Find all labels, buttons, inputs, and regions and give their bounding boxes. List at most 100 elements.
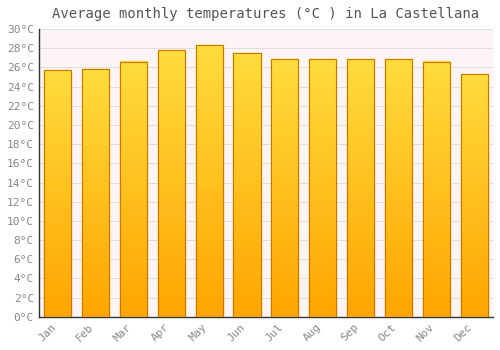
Bar: [234, 180, 260, 185]
Bar: [271, 131, 298, 136]
Bar: [309, 105, 336, 110]
Bar: [44, 252, 72, 258]
Bar: [422, 215, 450, 220]
Bar: [44, 149, 72, 154]
Bar: [196, 251, 223, 257]
Bar: [158, 98, 185, 104]
Bar: [385, 64, 412, 69]
Bar: [82, 252, 109, 257]
Bar: [309, 152, 336, 157]
Bar: [234, 232, 260, 238]
Bar: [120, 118, 147, 123]
Bar: [234, 53, 260, 317]
Bar: [422, 240, 450, 245]
Bar: [120, 230, 147, 235]
Bar: [385, 218, 412, 224]
Bar: [347, 270, 374, 275]
Bar: [196, 46, 223, 317]
Bar: [196, 170, 223, 176]
Bar: [385, 152, 412, 157]
Bar: [309, 100, 336, 105]
Bar: [422, 77, 450, 82]
Bar: [158, 183, 185, 189]
Bar: [271, 84, 298, 90]
Bar: [196, 257, 223, 262]
Bar: [347, 214, 374, 219]
Bar: [82, 247, 109, 252]
Bar: [196, 116, 223, 121]
Bar: [234, 290, 260, 296]
Bar: [82, 148, 109, 154]
Bar: [347, 136, 374, 141]
Bar: [460, 205, 488, 210]
Bar: [234, 190, 260, 195]
Bar: [158, 82, 185, 88]
Bar: [234, 53, 260, 58]
Bar: [44, 302, 72, 307]
Bar: [347, 301, 374, 307]
Bar: [196, 56, 223, 62]
Bar: [385, 182, 412, 188]
Bar: [120, 194, 147, 200]
Bar: [460, 171, 488, 176]
Bar: [158, 119, 185, 125]
Bar: [422, 184, 450, 189]
Bar: [271, 157, 298, 162]
Bar: [234, 132, 260, 138]
Bar: [82, 218, 109, 223]
Bar: [385, 301, 412, 307]
Bar: [82, 287, 109, 292]
Bar: [422, 138, 450, 143]
Bar: [120, 159, 147, 164]
Bar: [234, 174, 260, 180]
Bar: [271, 250, 298, 255]
Bar: [44, 183, 72, 189]
Bar: [460, 103, 488, 108]
Bar: [158, 114, 185, 119]
Bar: [82, 267, 109, 272]
Bar: [309, 146, 336, 152]
Bar: [82, 193, 109, 198]
Bar: [234, 137, 260, 143]
Bar: [234, 312, 260, 317]
Bar: [460, 113, 488, 118]
Bar: [158, 141, 185, 146]
Bar: [271, 291, 298, 296]
Bar: [82, 302, 109, 307]
Bar: [309, 120, 336, 126]
Bar: [196, 235, 223, 241]
Bar: [120, 92, 147, 97]
Bar: [234, 306, 260, 312]
Bar: [234, 79, 260, 85]
Bar: [271, 110, 298, 116]
Bar: [196, 219, 223, 224]
Bar: [422, 250, 450, 256]
Bar: [347, 280, 374, 286]
Bar: [271, 218, 298, 224]
Bar: [44, 307, 72, 312]
Bar: [234, 148, 260, 153]
Bar: [44, 282, 72, 287]
Bar: [196, 110, 223, 116]
Bar: [271, 255, 298, 260]
Bar: [196, 89, 223, 94]
Bar: [422, 107, 450, 113]
Bar: [44, 80, 72, 85]
Bar: [460, 224, 488, 230]
Bar: [460, 122, 488, 127]
Bar: [196, 197, 223, 203]
Bar: [271, 188, 298, 193]
Bar: [422, 102, 450, 107]
Bar: [82, 297, 109, 302]
Bar: [422, 112, 450, 118]
Bar: [44, 228, 72, 233]
Bar: [460, 74, 488, 79]
Bar: [196, 143, 223, 148]
Bar: [196, 214, 223, 219]
Bar: [460, 190, 488, 195]
Bar: [309, 265, 336, 270]
Bar: [385, 59, 412, 317]
Bar: [460, 253, 488, 259]
Bar: [271, 95, 298, 100]
Bar: [120, 301, 147, 307]
